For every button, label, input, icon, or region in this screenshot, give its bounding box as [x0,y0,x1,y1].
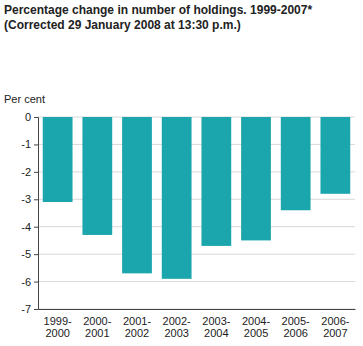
grid-line [38,281,355,282]
y-tick-label: -5 [21,248,31,260]
y-tick: -5 [21,248,38,260]
x-tick: 2005-2006 [282,309,310,339]
y-tick-mark [34,282,38,283]
bar [82,117,112,235]
bars [43,117,350,279]
bar [320,117,350,194]
y-tick-mark [34,227,38,228]
x-tick: 2002-2003 [163,309,191,339]
bar [201,117,231,246]
y-tick: -7 [21,303,38,315]
y-tick-label: -2 [21,166,31,178]
x-axis: 1999-2000 2000-2001 2001-2002 2002-2003 2003… [39,309,356,339]
y-tick: -1 [21,138,38,150]
y-tick-label: -7 [21,303,31,315]
title: Percentage change in number of holdings.… [4,3,312,17]
x-axis-line [39,309,356,310]
x-tick: 2006-2007 [321,309,349,339]
chart: Percentage change in number of holdings.… [0,0,363,346]
y-tick-mark [34,144,38,145]
x-tick-label: 2004-2005 [242,315,270,340]
y-axis-line [34,118,39,310]
x-tick-label: 2001-2002 [123,315,151,340]
y-tick-mark [34,172,38,173]
x-tick: 1999-2000 [44,309,72,339]
y-tick: -3 [21,193,38,205]
x-tick-label: 2000-2001 [83,315,111,340]
bar [162,117,192,279]
grid-line [38,254,355,255]
bar [281,117,311,210]
y-tick: -2 [21,166,38,178]
bar [241,117,271,240]
y-tick-mark [34,117,38,118]
y-tick-label: -3 [21,193,31,205]
x-tick: 2000-2001 [83,309,111,339]
y-tick: -4 [21,221,38,233]
grid [38,117,355,309]
y-tick-label: -1 [21,138,31,150]
y-tick-label: 0 [25,111,31,123]
y-tick: 0 [25,111,38,123]
y-tick-mark [34,254,38,255]
bar [43,117,73,202]
x-tick: 2003-2004 [202,309,230,339]
y-axis: 0 -1 -2 -3 -4 -5 -6 -7 [21,111,38,315]
y-tick-mark [34,199,38,200]
x-tick-label: 2005-2006 [282,315,310,340]
x-tick-label: 2006-2007 [321,315,349,340]
plot: 0 -1 -2 -3 -4 -5 -6 -7 1999-2000 2000-2001 2001-20… [21,111,355,339]
x-tick: 2001-2002 [123,309,151,339]
x-tick-label: 2002-2003 [163,315,191,340]
y-tick-label: -6 [21,276,31,288]
bar [122,117,152,273]
x-tick: 2004-2005 [242,309,270,339]
x-tick-label: 1999-2000 [44,315,72,340]
subtitle: (Corrected 29 January 2008 at 13:30 p.m.… [4,18,241,32]
y-tick-label: -4 [21,221,31,233]
y-tick: -6 [21,276,38,288]
grid-line [38,309,355,310]
x-tick-label: 2003-2004 [202,315,230,340]
y-tick-mark [34,309,38,310]
y-axis-title: Per cent [4,93,45,105]
